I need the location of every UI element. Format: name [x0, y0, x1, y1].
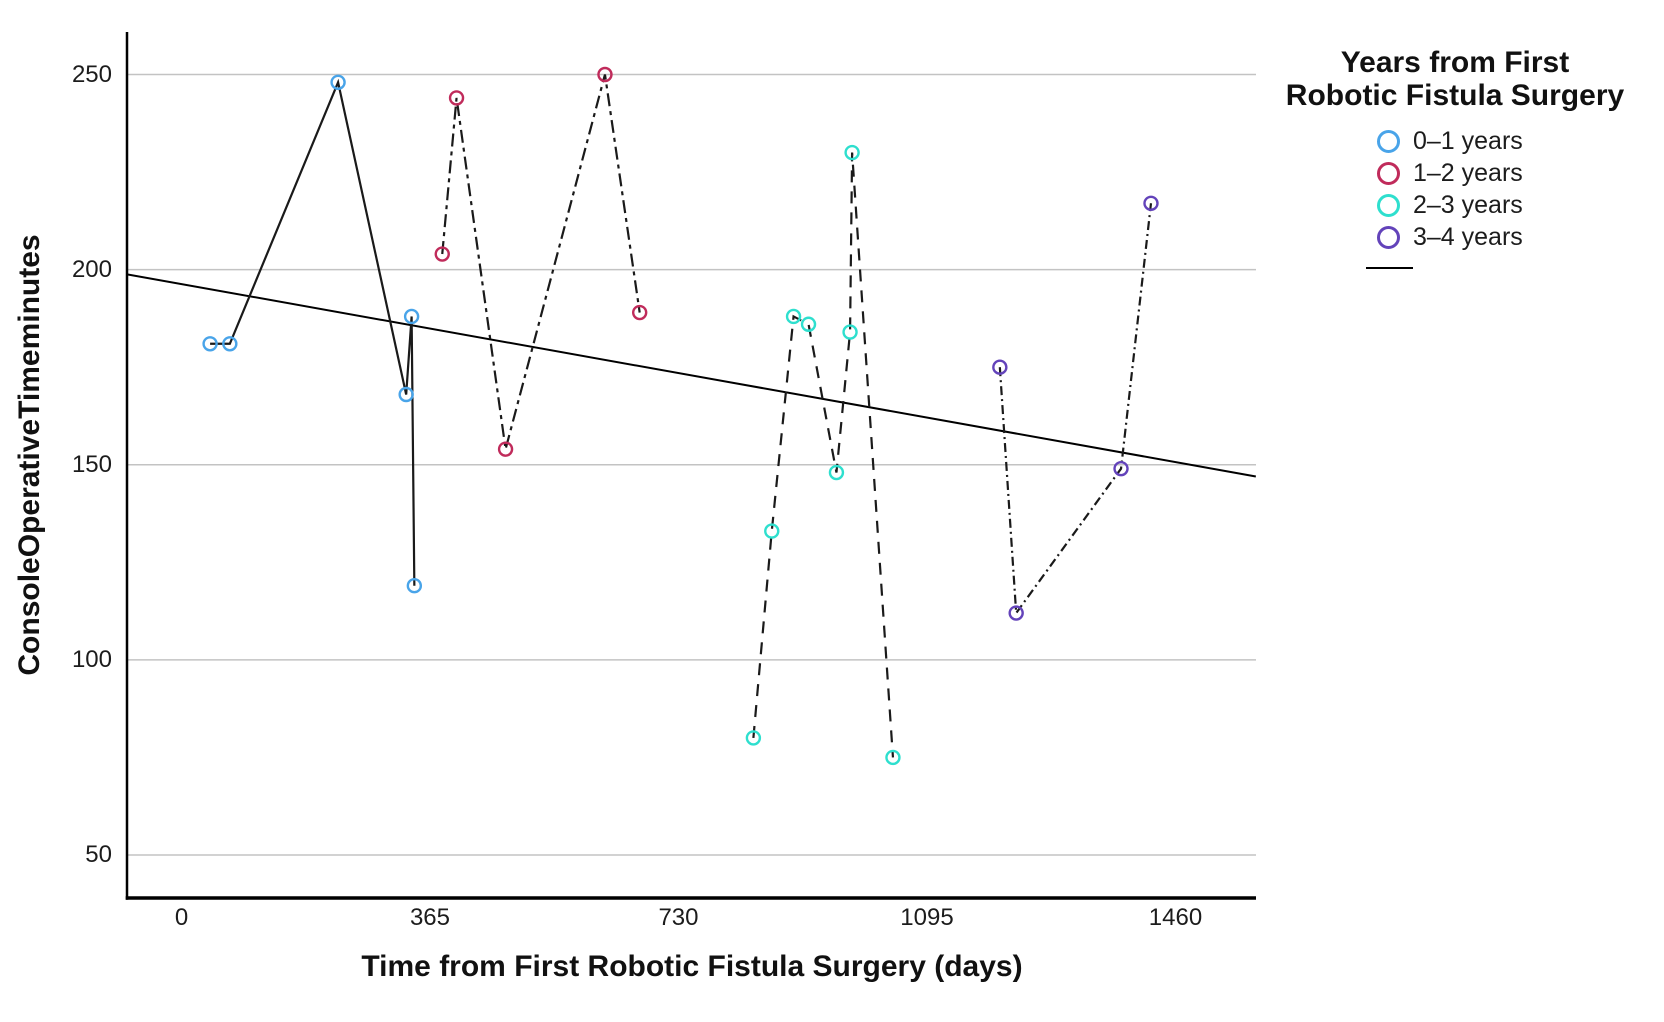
- data-point-marker: [1008, 605, 1024, 621]
- data-point-marker: [785, 308, 802, 325]
- data-point-marker: [885, 749, 901, 766]
- x-tick-label: 1095: [900, 904, 954, 931]
- legend-circle-marker-icon: [1377, 225, 1400, 249]
- legend-items: 0–1 years 1–2 years 2–3 years 3–4 years: [1250, 125, 1660, 253]
- data-point-marker: [992, 359, 1008, 375]
- y-tick-label: 150: [71, 450, 112, 478]
- legend-title: Robotic Fistula Surgery: [1285, 79, 1625, 112]
- data-point-marker: [398, 386, 414, 403]
- x-tick-label: 1460: [1148, 904, 1203, 931]
- trend-line: [126, 273, 1257, 478]
- series-line-2–3-years: [752, 152, 895, 758]
- legend-item: 0–1 years: [1250, 125, 1660, 157]
- data-point-marker: [764, 523, 780, 539]
- legend-item-label: 1–2 years: [1413, 158, 1523, 187]
- data-point-marker: [844, 144, 860, 161]
- y-tick-label: 100: [71, 645, 112, 673]
- data-point-marker: [1143, 195, 1159, 211]
- data-point-marker: [202, 336, 218, 352]
- y-axis-title: ConsoleOperativeTimeminutes: [13, 234, 46, 676]
- y-tick-label: 50: [85, 841, 112, 868]
- data-point-marker: [434, 246, 450, 262]
- data-point-marker: [800, 316, 817, 332]
- series-line-3–4-years: [998, 203, 1153, 617]
- data-point-marker: [497, 441, 514, 457]
- y-tick-label: 250: [71, 60, 112, 88]
- data-point-marker: [330, 74, 346, 91]
- series-line-0–1-years: [210, 78, 416, 586]
- x-axis-title: Time from First Robotic Fistula Surgery …: [361, 950, 1023, 983]
- legend-item-label: 2–3 years: [1413, 190, 1523, 219]
- x-tick-label: 0: [174, 904, 189, 931]
- legend-circle-marker-icon: [1377, 193, 1400, 217]
- data-point-marker: [448, 90, 465, 106]
- legend-circle-marker-icon: [1377, 129, 1400, 153]
- legend-item-label: 0–1 years: [1413, 126, 1523, 155]
- data-point-marker: [222, 336, 238, 352]
- legend-item: 2–3 years: [1250, 189, 1660, 221]
- series-line-1–2-years: [441, 74, 641, 450]
- data-point-marker: [745, 730, 762, 746]
- legend-item: 1–2 years: [1250, 157, 1660, 189]
- data-point-marker: [828, 464, 845, 481]
- data-point-marker: [1113, 460, 1129, 477]
- data-point-marker: [842, 324, 858, 340]
- data-point-marker: [406, 578, 423, 594]
- legend-item-label: 3–4 years: [1413, 222, 1523, 251]
- x-tick-label: 365: [409, 904, 450, 931]
- data-point-marker: [597, 66, 613, 83]
- x-tick-label: 730: [658, 904, 699, 931]
- legend-title: Years from First: [1340, 46, 1570, 79]
- legend: Years from First Robotic Fistula Surgery…: [1250, 46, 1660, 269]
- trendline-legend-sample: [1366, 267, 1413, 269]
- y-tick-label: 200: [71, 255, 112, 283]
- data-point-marker: [403, 308, 420, 325]
- data-point-marker: [631, 304, 648, 321]
- legend-item: 3–4 years: [1250, 221, 1660, 253]
- legend-circle-marker-icon: [1377, 161, 1400, 185]
